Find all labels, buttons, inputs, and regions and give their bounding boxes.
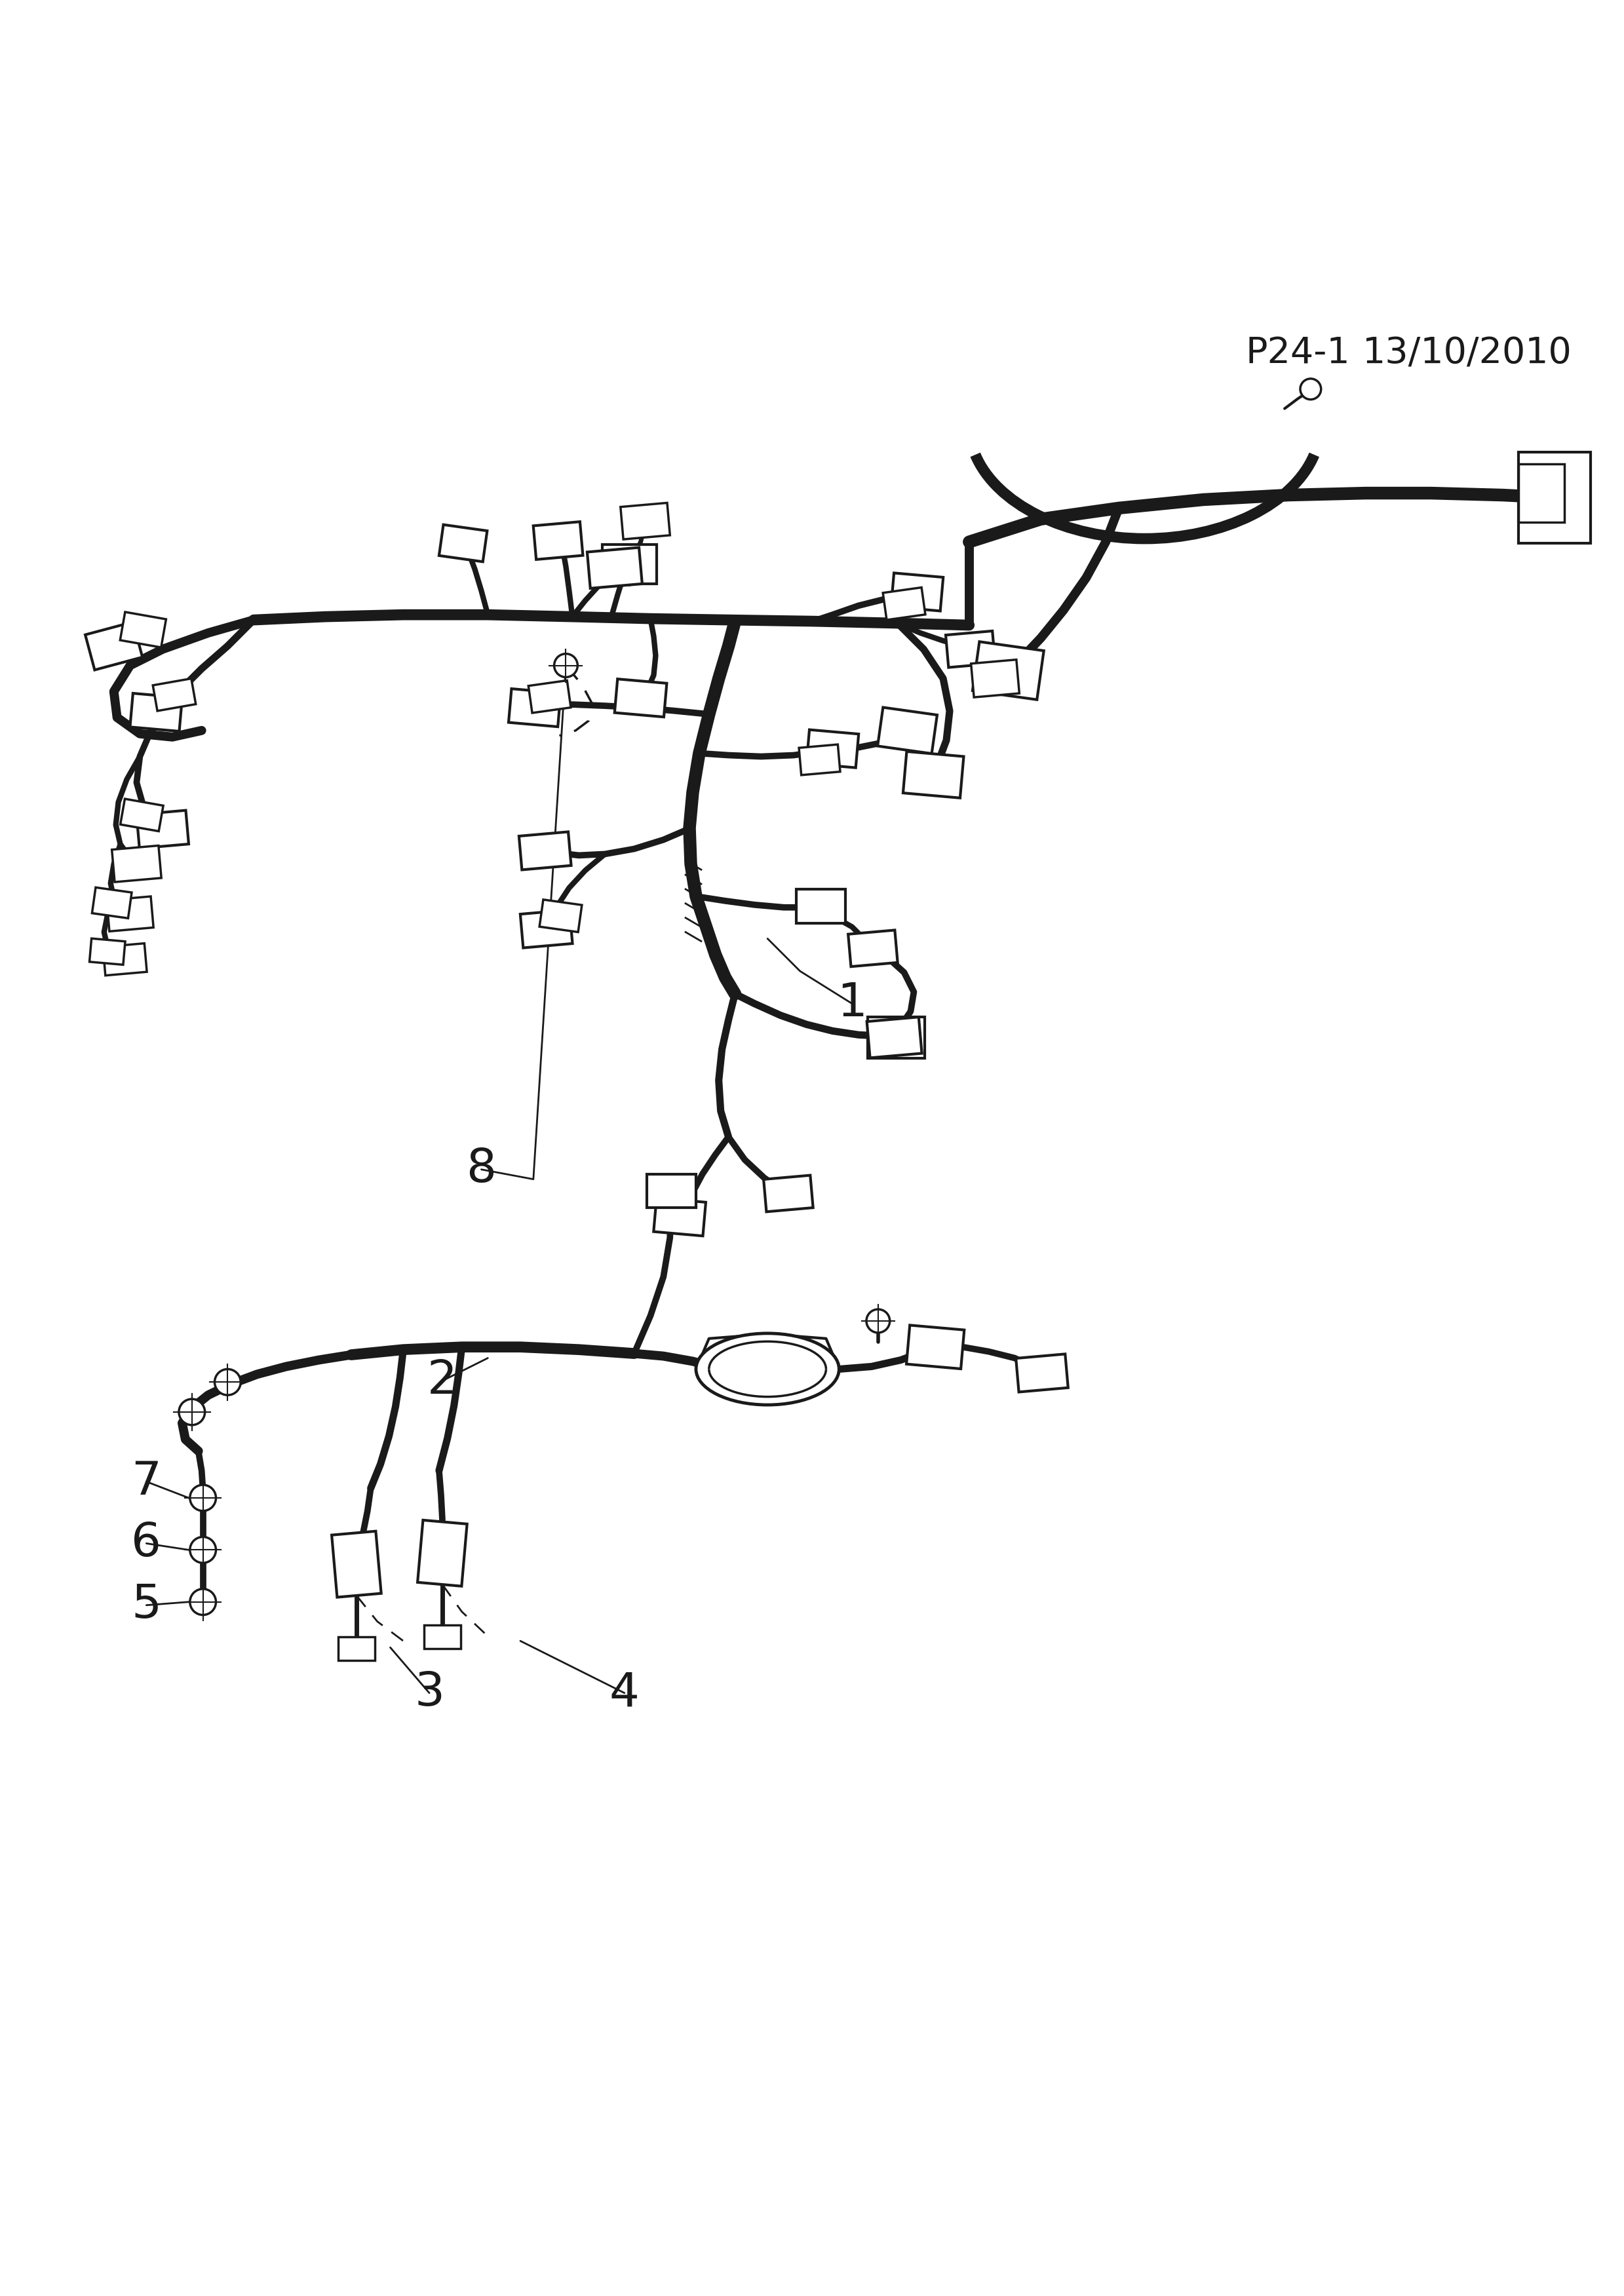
Bar — [646, 1173, 697, 1208]
Bar — [424, 1626, 461, 1649]
Bar — [807, 730, 859, 767]
Bar — [508, 689, 560, 728]
Bar — [417, 1520, 468, 1587]
Bar — [892, 574, 944, 611]
Bar — [130, 693, 182, 732]
Bar — [102, 944, 146, 976]
Bar — [591, 553, 632, 585]
Circle shape — [190, 1486, 216, 1511]
Bar — [620, 503, 671, 540]
Bar — [520, 831, 572, 870]
Bar — [603, 544, 658, 583]
Circle shape — [866, 1309, 890, 1332]
Bar — [614, 680, 667, 716]
Bar — [1017, 1355, 1069, 1391]
Circle shape — [554, 654, 578, 677]
Bar — [867, 1017, 922, 1058]
Text: 1: 1 — [836, 980, 867, 1026]
Bar — [539, 900, 581, 932]
Text: 5: 5 — [132, 1582, 161, 1628]
Bar — [588, 546, 641, 588]
Text: 2: 2 — [427, 1359, 458, 1403]
Bar — [438, 526, 487, 563]
Bar — [93, 889, 132, 918]
Bar — [1518, 452, 1590, 544]
Bar — [120, 613, 166, 647]
Bar — [331, 1531, 382, 1598]
Bar — [945, 631, 996, 668]
Bar — [906, 1325, 965, 1368]
Bar — [653, 1199, 706, 1235]
Circle shape — [1301, 379, 1320, 400]
Bar — [136, 810, 188, 847]
Bar — [120, 799, 164, 831]
Bar — [799, 744, 840, 776]
Circle shape — [190, 1536, 216, 1564]
Text: 4: 4 — [609, 1671, 640, 1715]
Bar — [338, 1637, 375, 1660]
Bar — [112, 845, 161, 882]
Bar — [971, 659, 1020, 698]
Bar — [153, 680, 197, 712]
Bar — [903, 751, 963, 799]
Bar — [89, 939, 125, 964]
Bar — [848, 930, 898, 967]
Bar — [107, 895, 154, 932]
Bar — [763, 1176, 814, 1212]
Bar — [1518, 464, 1564, 523]
Bar — [883, 588, 926, 620]
Bar — [533, 521, 583, 560]
Text: 7: 7 — [132, 1458, 161, 1504]
Text: 3: 3 — [414, 1671, 445, 1715]
Bar — [84, 622, 143, 670]
Bar — [528, 680, 572, 714]
Text: 6: 6 — [132, 1520, 161, 1566]
Circle shape — [214, 1368, 240, 1396]
Circle shape — [179, 1398, 205, 1426]
Bar — [877, 707, 937, 753]
Bar — [520, 909, 573, 948]
Bar — [867, 1017, 926, 1058]
Text: P24-1: P24-1 — [1246, 335, 1350, 372]
Bar — [796, 889, 846, 923]
Circle shape — [190, 1589, 216, 1614]
Text: 8: 8 — [466, 1148, 497, 1192]
Bar — [973, 641, 1044, 700]
Ellipse shape — [697, 1334, 840, 1405]
Text: 13/10/2010: 13/10/2010 — [1363, 335, 1572, 372]
